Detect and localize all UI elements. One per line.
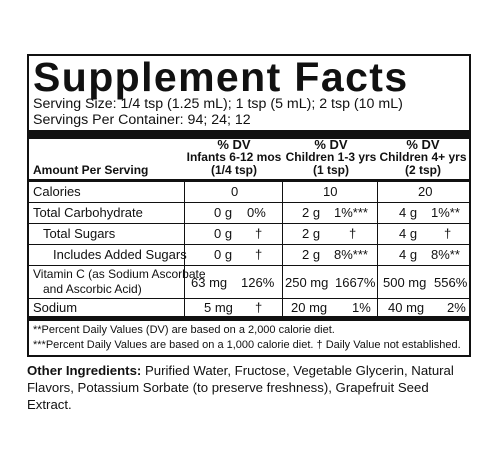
- row-divider: [29, 244, 469, 245]
- dv-children-1-3: 1%: [352, 300, 371, 315]
- column-group-label: Children 1-3 yrs: [285, 150, 377, 164]
- divider-bar-bottom: [29, 316, 469, 321]
- amount-children-4plus: 4 g: [399, 247, 418, 262]
- amount-children-1-3: 2 g: [302, 226, 321, 241]
- dv-children-4plus: 8%**: [431, 247, 460, 262]
- column-separator: [377, 182, 378, 316]
- amount-children-1-3: 2 g: [302, 247, 321, 262]
- panel-title: Supplement Facts: [33, 54, 409, 100]
- supplement-facts-panel: Supplement Facts Serving Size: 1/4 tsp (…: [27, 54, 471, 357]
- column-dv-label: % DV: [217, 137, 251, 152]
- dv-children-4plus: †: [444, 226, 452, 241]
- amount-children-1-3: 250 mg: [285, 275, 329, 290]
- column-header-children-1-3: % DV Children 1-3 yrs (1 tsp): [281, 138, 381, 177]
- dv-children-4plus: 556%: [434, 275, 468, 290]
- dv-children-1-3: †: [349, 226, 357, 241]
- row-divider: [29, 298, 469, 299]
- divider-bar-medium: [29, 179, 469, 182]
- row-divider: [29, 265, 469, 266]
- nutrient-name: Vitamin C (as Sodium Ascorbate: [33, 267, 206, 281]
- nutrient-name: Calories: [33, 184, 81, 199]
- nutrient-name: Includes Added Sugars: [53, 247, 187, 262]
- amount-children-4plus: 4 g: [399, 226, 418, 241]
- divider-bar-thick: [29, 130, 469, 139]
- nutrient-name-continued: and Ascorbic Acid): [43, 282, 142, 296]
- serving-size: Serving Size: 1/4 tsp (1.25 mL); 1 tsp (…: [33, 96, 403, 112]
- dv-infants: 126%: [241, 275, 275, 290]
- amount-infants: 63 mg: [191, 275, 228, 290]
- column-separator: [282, 182, 283, 316]
- nutrient-name: Sodium: [33, 300, 78, 315]
- nutrient-name: Total Carbohydrate: [33, 205, 143, 220]
- servings-per-container: Servings Per Container: 94; 24; 12: [33, 112, 251, 128]
- amount-children-4plus: 4 g: [399, 205, 418, 220]
- dv-infants: 0%: [247, 205, 266, 220]
- column-dose-label: (1 tsp): [313, 163, 349, 177]
- amount-children-1-3: 2 g: [302, 205, 321, 220]
- dv-infants: †: [255, 226, 263, 241]
- amount-infants: 5 mg: [204, 300, 233, 315]
- other-ingredients-label: Other Ingredients:: [27, 363, 142, 378]
- footnote-2000-calorie: **Percent Daily Values (DV) are based on…: [33, 324, 335, 336]
- dv-infants: †: [255, 300, 263, 315]
- column-header-infants: % DV Infants 6-12 mos (1/4 tsp): [184, 138, 284, 177]
- other-ingredients-text: Purified Water, Fructose, Vegetable Glyc…: [27, 363, 454, 412]
- dv-children-1-3: 8%***: [334, 247, 368, 262]
- amount-children-4plus: 20: [418, 184, 433, 199]
- dv-children-1-3: 1%***: [334, 205, 368, 220]
- amount-children-1-3: 20 mg: [291, 300, 328, 315]
- row-divider: [29, 202, 469, 203]
- column-dose-label: (2 tsp): [405, 163, 441, 177]
- column-separator: [184, 182, 185, 316]
- column-header-children-4plus: % DV Children 4+ yrs (2 tsp): [376, 138, 470, 177]
- nutrient-name: Total Sugars: [43, 226, 116, 241]
- column-group-label: Children 4+ yrs: [379, 150, 467, 164]
- dv-children-4plus: 1%**: [431, 205, 460, 220]
- column-dose-label: (1/4 tsp): [210, 163, 257, 177]
- row-divider: [29, 223, 469, 224]
- amount-infants: 0: [231, 184, 239, 199]
- column-dv-label: % DV: [406, 137, 440, 152]
- amount-infants: 0 g: [214, 205, 233, 220]
- amount-infants: 0 g: [214, 247, 233, 262]
- dv-infants: †: [255, 247, 263, 262]
- amount-children-4plus: 40 mg: [388, 300, 425, 315]
- amount-per-serving-label: Amount Per Serving: [33, 163, 149, 177]
- amount-children-1-3: 10: [323, 184, 338, 199]
- other-ingredients: Other Ingredients: Purified Water, Fruct…: [27, 362, 477, 413]
- dv-children-4plus: 2%: [447, 300, 466, 315]
- dv-children-1-3: 1667%: [335, 275, 376, 290]
- amount-infants: 0 g: [214, 226, 233, 241]
- footnote-1000-calorie: ***Percent Daily Values are based on a 1…: [33, 339, 461, 351]
- column-group-label: Infants 6-12 mos: [186, 150, 282, 164]
- column-dv-label: % DV: [314, 137, 348, 152]
- amount-children-4plus: 500 mg: [383, 275, 427, 290]
